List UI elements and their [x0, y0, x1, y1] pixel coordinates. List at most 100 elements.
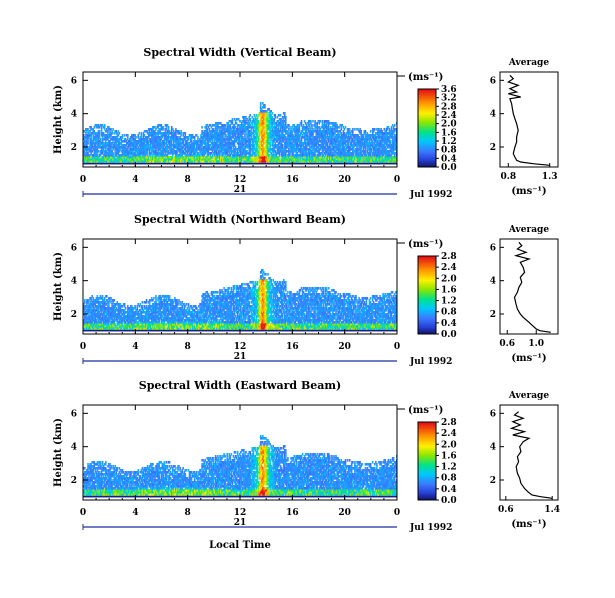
- heatmap-cell: [339, 132, 341, 135]
- heatmap-cell: [105, 162, 107, 165]
- heatmap-cell: [289, 160, 291, 163]
- heatmap-cell: [381, 138, 383, 141]
- heatmap-cell: [96, 124, 99, 127]
- heatmap-cell: [294, 160, 296, 163]
- heatmap-cell: [275, 134, 278, 137]
- heatmap-cell: [269, 134, 271, 137]
- heatmap-cell: [276, 146, 279, 149]
- heatmap-cell: [332, 144, 334, 147]
- heatmap-cell: [122, 154, 125, 157]
- heatmap-cell: [118, 148, 121, 151]
- heatmap-cell: [323, 136, 326, 139]
- heatmap-cell: [117, 140, 120, 143]
- heatmap-cell: [172, 150, 174, 153]
- heatmap-cell: [371, 152, 374, 155]
- heatmap-cell: [277, 134, 280, 137]
- heatmap-cell: [242, 120, 244, 123]
- heatmap-cell: [166, 150, 169, 153]
- heatmap-cell: [347, 136, 350, 139]
- heatmap-cell: [230, 132, 233, 135]
- heatmap-cell: [234, 162, 237, 165]
- heatmap-cell: [98, 162, 101, 165]
- heatmap-cell: [247, 122, 249, 125]
- heatmap-cell: [230, 146, 233, 149]
- heatmap-cell: [202, 142, 204, 145]
- heatmap-cell: [290, 144, 292, 147]
- heatmap-cell: [96, 126, 99, 129]
- heatmap-cell: [375, 134, 377, 137]
- heatmap-cell: [331, 134, 333, 137]
- heatmap-cell: [189, 156, 192, 159]
- heatmap-cell: [279, 138, 282, 141]
- heatmap-cell: [111, 130, 113, 133]
- heatmap-cell: [258, 134, 261, 137]
- heatmap-cell: [245, 128, 247, 131]
- heatmap-cell: [105, 150, 107, 153]
- heatmap-cell: [161, 142, 164, 145]
- heatmap-cell: [353, 142, 355, 145]
- heatmap-cell: [342, 142, 345, 145]
- heatmap-cell: [140, 134, 143, 137]
- heatmap-cell: [327, 160, 330, 163]
- heatmap-cell: [181, 158, 183, 161]
- heatmap-cell: [394, 134, 397, 137]
- heatmap-cell: [200, 150, 202, 153]
- heatmap-cell: [224, 156, 226, 159]
- heatmap-cell: [264, 114, 266, 117]
- heatmap-cell: [253, 114, 256, 117]
- heatmap-cell: [176, 140, 178, 143]
- heatmap-cell: [391, 160, 394, 163]
- heatmap-cell: [192, 156, 195, 159]
- heatmap-cell: [86, 154, 88, 157]
- heatmap-cell: [380, 132, 382, 135]
- heatmap-cell: [164, 156, 167, 159]
- heatmap-cell: [289, 132, 291, 135]
- heatmap-cell: [391, 148, 394, 151]
- heatmap-cell: [260, 118, 263, 121]
- heatmap-cell: [287, 156, 289, 159]
- heatmap-cell: [324, 156, 327, 159]
- heatmap-cell: [335, 162, 337, 165]
- heatmap-cell: [237, 118, 240, 121]
- heatmap-cell: [110, 160, 112, 163]
- heatmap-cell: [245, 152, 247, 155]
- heatmap-cell: [115, 136, 117, 139]
- heatmap-cell: [161, 126, 164, 129]
- heatmap-cell: [130, 160, 132, 163]
- heatmap-cell: [394, 148, 397, 151]
- heatmap-cell: [197, 142, 199, 145]
- heatmap-cell: [252, 132, 255, 135]
- heatmap-cell: [393, 134, 396, 137]
- heatmap-cell: [256, 124, 259, 127]
- heatmap-cell: [228, 120, 231, 123]
- heatmap-cell: [226, 158, 228, 161]
- heatmap-cell: [87, 140, 89, 143]
- heatmap-cell: [368, 144, 371, 147]
- heatmap-cell: [152, 162, 154, 165]
- heatmap-cell: [202, 138, 204, 141]
- heatmap-cell: [158, 148, 160, 151]
- heatmap-cell: [179, 144, 181, 147]
- heatmap-cell: [107, 142, 109, 145]
- heatmap-cell: [337, 156, 339, 159]
- heatmap-cell: [320, 162, 323, 165]
- heatmap-cell: [317, 136, 320, 139]
- heatmap-cell: [282, 150, 285, 153]
- heatmap-cell: [214, 124, 217, 127]
- heatmap-cell: [205, 124, 208, 127]
- heatmap-cell: [273, 148, 276, 151]
- heatmap-cell: [333, 150, 335, 153]
- heatmap-cell: [210, 146, 213, 149]
- heatmap-cell: [248, 148, 250, 151]
- heatmap-cell: [183, 138, 186, 141]
- heatmap-cell: [212, 134, 215, 137]
- heatmap-cell: [335, 160, 337, 163]
- heatmap-cell: [195, 150, 197, 153]
- heatmap-cell: [318, 122, 321, 125]
- heatmap-cell: [137, 154, 139, 157]
- heatmap-cell: [165, 148, 168, 151]
- heatmap-cell: [170, 136, 173, 139]
- heatmap-cell: [90, 148, 92, 151]
- heatmap-cell: [256, 150, 259, 153]
- heatmap-cell: [268, 120, 270, 123]
